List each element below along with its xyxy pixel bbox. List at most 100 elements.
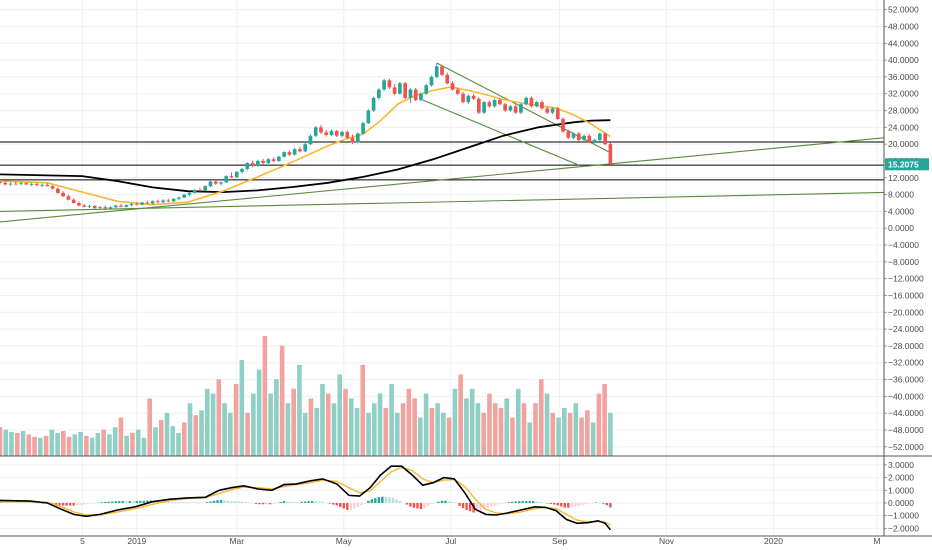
macd-histogram-bar: [528, 501, 531, 503]
macd-histogram-bar: [184, 502, 188, 503]
volume-bar: [251, 393, 256, 456]
candle-body: [503, 104, 507, 111]
macd-histogram-bar: [405, 502, 409, 505]
volume-bar: [389, 384, 394, 456]
candle-body: [403, 83, 408, 98]
candle-body: [303, 144, 308, 152]
candle-body: [166, 200, 171, 202]
macd-histogram-bar: [588, 502, 591, 504]
price-tick-label: 0.0000: [888, 223, 914, 233]
volume-bar: [14, 432, 20, 456]
macd-histogram-bar: [517, 501, 521, 503]
candle-body: [440, 66, 444, 75]
volume-bar: [20, 431, 26, 456]
macd-histogram-bar: [261, 502, 265, 505]
volume-bar: [245, 412, 250, 456]
candle-body: [534, 102, 539, 107]
volume-bar: [406, 388, 412, 456]
macd-histogram-bar: [118, 501, 121, 503]
candle-body: [45, 184, 50, 187]
candle-body: [171, 198, 176, 202]
macd-histogram-bar: [167, 501, 170, 503]
macd-histogram-bar: [409, 502, 412, 507]
macd-histogram-bar: [567, 502, 570, 508]
macd-histogram-bar: [251, 502, 254, 504]
price-tick-label: −40.0000: [888, 391, 924, 401]
macd-histogram-bar: [332, 502, 335, 505]
macd-histogram-bar: [325, 502, 328, 504]
candle-body: [292, 149, 297, 155]
macd-histogram-bar: [142, 500, 146, 503]
macd-histogram-bar: [244, 502, 247, 503]
candle-body: [329, 131, 334, 135]
macd-histogram-bar: [574, 502, 577, 507]
volume-bar: [452, 388, 458, 456]
candle-body: [408, 89, 413, 98]
macd-histogram-bar: [5, 501, 9, 503]
price-tick-label: −28.0000: [888, 341, 924, 351]
macd-histogram-bar: [468, 502, 472, 512]
volume-bar: [210, 393, 216, 456]
macd-histogram-bar: [275, 502, 279, 504]
macd-histogram-bar: [391, 498, 395, 503]
candle-body: [398, 83, 402, 94]
candle-body: [182, 194, 187, 198]
macd-histogram-bar: [503, 502, 507, 504]
time-tick-label: M: [873, 536, 880, 546]
last-price-label: 15.2075: [888, 159, 919, 169]
candlesticks[interactable]: [0, 63, 613, 210]
volume-bar: [130, 432, 135, 456]
volume-bar: [360, 364, 366, 456]
volume-bar: [72, 434, 78, 456]
candle-body: [250, 163, 255, 167]
macd-histogram-bar: [37, 502, 40, 504]
candle-body: [13, 183, 18, 185]
candle-body: [429, 76, 434, 86]
volume-bar: [464, 398, 469, 456]
price-tick-label: 8.0000: [888, 190, 914, 200]
macd-histogram-bar: [342, 502, 345, 509]
time-tick-label: 2020: [764, 536, 783, 546]
candle-body: [445, 74, 450, 84]
macd-histogram-bar: [272, 502, 275, 504]
volume-bar: [498, 408, 504, 456]
volume-bar: [135, 429, 141, 456]
candle-body: [350, 137, 355, 143]
macd-histogram-bar: [419, 502, 423, 510]
candle-body: [487, 102, 492, 107]
volume-bar: [579, 417, 584, 456]
macd-histogram-bar: [79, 502, 82, 505]
price-tick-label: 44.0000: [888, 38, 919, 48]
volume-bar: [325, 393, 331, 456]
price-tick-label: 12.0000: [888, 173, 919, 183]
macd-histogram-bar: [328, 502, 331, 504]
time-tick-label: 2019: [127, 536, 146, 546]
macd-histogram-bar: [265, 502, 268, 505]
candle-body: [203, 186, 208, 191]
macd-histogram-bar: [237, 501, 240, 503]
volume-bar: [538, 379, 544, 456]
macd-histogram-bar: [510, 501, 514, 503]
macd-histogram-bar: [146, 500, 149, 503]
macd-histogram-bar: [535, 501, 538, 503]
time-tick-label: May: [336, 536, 353, 546]
macd-histogram-bar: [553, 502, 556, 505]
macd-histogram-bar: [216, 500, 219, 503]
macd-histogram-bar: [247, 502, 251, 504]
candle-body: [177, 197, 181, 199]
macd-histogram-bar: [609, 502, 612, 508]
volume-bar: [228, 412, 233, 456]
macd-histogram-bar: [19, 502, 23, 503]
volume-bar: [147, 398, 153, 456]
volume-bar: [412, 398, 417, 456]
candle-body: [519, 104, 523, 113]
volume-bar: [533, 403, 538, 456]
macd-histogram-bar: [279, 501, 282, 503]
candle-body: [434, 66, 439, 77]
macd-histogram-bar: [68, 502, 72, 506]
candle-body: [87, 205, 92, 207]
macd-histogram-bar: [440, 500, 444, 503]
candle-body: [161, 200, 165, 203]
